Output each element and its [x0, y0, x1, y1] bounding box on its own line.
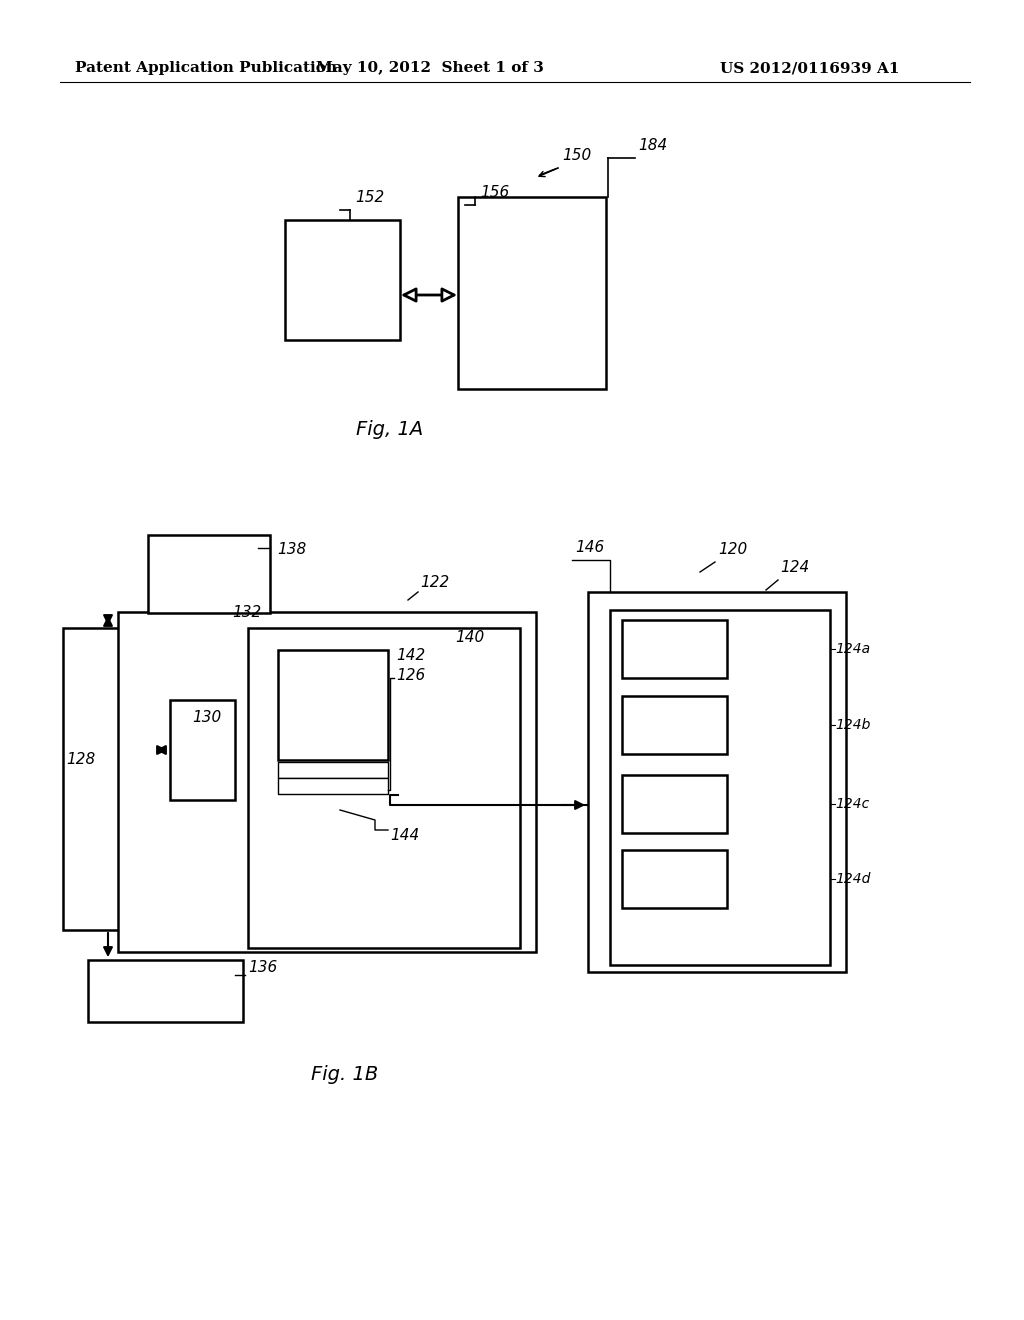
Text: 140: 140 — [455, 630, 484, 645]
Bar — [63, 628, 153, 931]
Bar — [622, 696, 727, 754]
Bar — [88, 960, 243, 1022]
Text: 126: 126 — [396, 668, 425, 682]
Text: 128: 128 — [66, 752, 95, 767]
Text: 138: 138 — [278, 543, 306, 557]
Bar — [588, 591, 846, 972]
Bar — [622, 775, 727, 833]
Text: Patent Application Publication: Patent Application Publication — [75, 61, 337, 75]
Text: 150: 150 — [562, 148, 591, 162]
Text: 132: 132 — [232, 605, 261, 620]
Text: 124a: 124a — [835, 642, 870, 656]
Text: 124d: 124d — [835, 873, 870, 886]
Text: 136: 136 — [248, 961, 278, 975]
Text: 184: 184 — [638, 139, 668, 153]
Text: 130: 130 — [193, 710, 221, 725]
Text: 124: 124 — [780, 560, 809, 576]
Bar — [622, 850, 727, 908]
Text: US 2012/0116939 A1: US 2012/0116939 A1 — [720, 61, 899, 75]
Text: May 10, 2012  Sheet 1 of 3: May 10, 2012 Sheet 1 of 3 — [316, 61, 544, 75]
Bar — [248, 628, 520, 948]
Text: 156: 156 — [480, 185, 509, 201]
Text: 124b: 124b — [835, 718, 870, 733]
Text: 152: 152 — [355, 190, 384, 205]
Bar — [278, 777, 388, 795]
Bar — [278, 649, 388, 760]
Bar — [148, 535, 270, 612]
Bar — [622, 620, 727, 678]
Bar — [170, 700, 234, 800]
Bar — [458, 197, 606, 389]
Bar — [278, 762, 388, 777]
Text: Fig. 1B: Fig. 1B — [311, 1065, 379, 1084]
Text: 124c: 124c — [835, 797, 869, 810]
Text: Fig, 1A: Fig, 1A — [356, 420, 424, 440]
Text: 142: 142 — [396, 648, 425, 663]
Bar — [118, 612, 536, 952]
Text: 122: 122 — [420, 576, 450, 590]
Bar — [285, 220, 400, 341]
Bar — [610, 610, 830, 965]
Text: 146: 146 — [575, 540, 604, 554]
Text: 120: 120 — [718, 543, 748, 557]
Text: 144: 144 — [390, 828, 419, 843]
